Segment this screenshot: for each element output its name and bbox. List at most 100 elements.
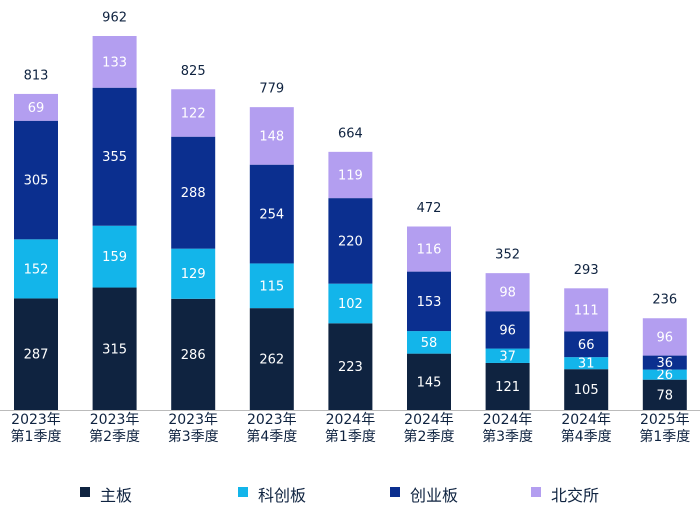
value-label: 129 [181, 267, 206, 282]
bar-segment [92, 225, 137, 288]
bar-segment [92, 36, 137, 88]
legend-label: 创业板 [410, 486, 459, 505]
value-label: 220 [338, 234, 363, 249]
bar-segment [564, 369, 609, 410]
value-label: 145 [417, 375, 442, 390]
x-tick-label: 2023年 第2季度 [89, 412, 141, 445]
value-label: 96 [657, 330, 674, 345]
total-label: 664 [338, 126, 363, 141]
bar-segment [171, 298, 216, 410]
bar-segment [485, 273, 530, 312]
bar-segment [564, 288, 609, 332]
legend-label: 科创板 [258, 486, 307, 505]
x-tick-label: 2023年 第1季度 [10, 412, 62, 445]
bar-segment [642, 355, 687, 370]
value-label: 105 [574, 383, 599, 398]
bar-segment [92, 287, 137, 410]
bar-segment [14, 298, 58, 410]
total-label: 293 [574, 263, 599, 278]
value-label: 288 [181, 186, 206, 201]
value-label: 102 [338, 297, 363, 312]
value-label: 305 [24, 174, 49, 189]
value-label: 96 [499, 323, 516, 338]
bar-segment [642, 379, 687, 410]
bar-segment [249, 308, 294, 410]
legend-marker [390, 487, 400, 497]
bar-segment [171, 248, 216, 299]
value-label: 66 [578, 338, 595, 353]
total-label: 825 [181, 64, 206, 79]
x-tick-label: 2024年 第1季度 [324, 412, 376, 445]
value-label: 262 [259, 353, 284, 368]
bar-segment [564, 357, 609, 370]
value-label: 116 [417, 243, 442, 258]
bar-segment [92, 87, 137, 226]
x-tick-label: 2024年 第3季度 [482, 412, 534, 445]
value-label: 153 [417, 295, 442, 310]
value-label: 98 [499, 286, 516, 301]
value-label: 26 [657, 368, 674, 383]
x-tick-label: 2023年 第3季度 [167, 412, 219, 445]
value-label: 121 [495, 380, 520, 395]
value-label: 223 [338, 360, 363, 375]
bar-segment [14, 93, 58, 121]
value-label: 78 [657, 388, 674, 403]
value-label: 148 [259, 129, 284, 144]
legend-label: 北交所 [551, 486, 600, 505]
total-label: 779 [259, 82, 284, 97]
x-tick-label: 2023年 第4季度 [246, 412, 298, 445]
value-label: 115 [259, 279, 284, 294]
x-tick-label: 2024年 第4季度 [560, 412, 612, 445]
bar-segment [328, 323, 373, 410]
value-label: 254 [259, 208, 284, 223]
value-label: 37 [499, 349, 516, 364]
value-label: 36 [657, 356, 674, 371]
bar-segment [249, 164, 294, 264]
bar-segment [407, 226, 451, 272]
value-label: 159 [102, 250, 127, 265]
bar-segment [485, 311, 530, 349]
value-label: 315 [102, 342, 127, 357]
value-label: 119 [338, 168, 363, 183]
total-label: 813 [24, 68, 49, 83]
bar-segment [249, 107, 294, 165]
value-label: 122 [181, 106, 206, 121]
x-tick-label: 2025年 第1季度 [639, 412, 691, 445]
value-label: 31 [578, 357, 595, 372]
bar-segment [14, 120, 58, 240]
legend-marker [238, 487, 248, 497]
bar-segment [328, 283, 373, 324]
value-label: 111 [574, 303, 599, 318]
legend-marker [80, 487, 90, 497]
value-label: 355 [102, 150, 127, 165]
value-label: 69 [28, 101, 45, 116]
bar-segment [328, 151, 373, 199]
value-label: 287 [24, 348, 49, 363]
value-label: 286 [181, 348, 206, 363]
bar-segment [642, 369, 687, 380]
value-label: 152 [24, 262, 49, 277]
bar-segment [407, 271, 451, 332]
total-label: 236 [652, 293, 677, 308]
legend-marker [531, 487, 541, 497]
bar-segment [328, 198, 373, 284]
bar-segment [485, 348, 530, 363]
legend-label: 主板 [100, 486, 133, 505]
bar-segment [407, 331, 451, 354]
bar-segment [407, 353, 451, 410]
value-label: 133 [102, 55, 127, 70]
bar-segment [564, 331, 609, 358]
bar-segment [642, 318, 687, 356]
total-label: 472 [417, 201, 442, 216]
bar-segment [485, 362, 530, 410]
value-label: 58 [421, 336, 438, 351]
bar-segment [14, 239, 58, 299]
x-tick-label: 2024年 第2季度 [403, 412, 455, 445]
total-label: 962 [102, 11, 127, 26]
total-label: 352 [495, 248, 520, 263]
bar-segment [249, 263, 294, 309]
bar-segment [171, 136, 216, 249]
bar-segment [171, 89, 216, 137]
